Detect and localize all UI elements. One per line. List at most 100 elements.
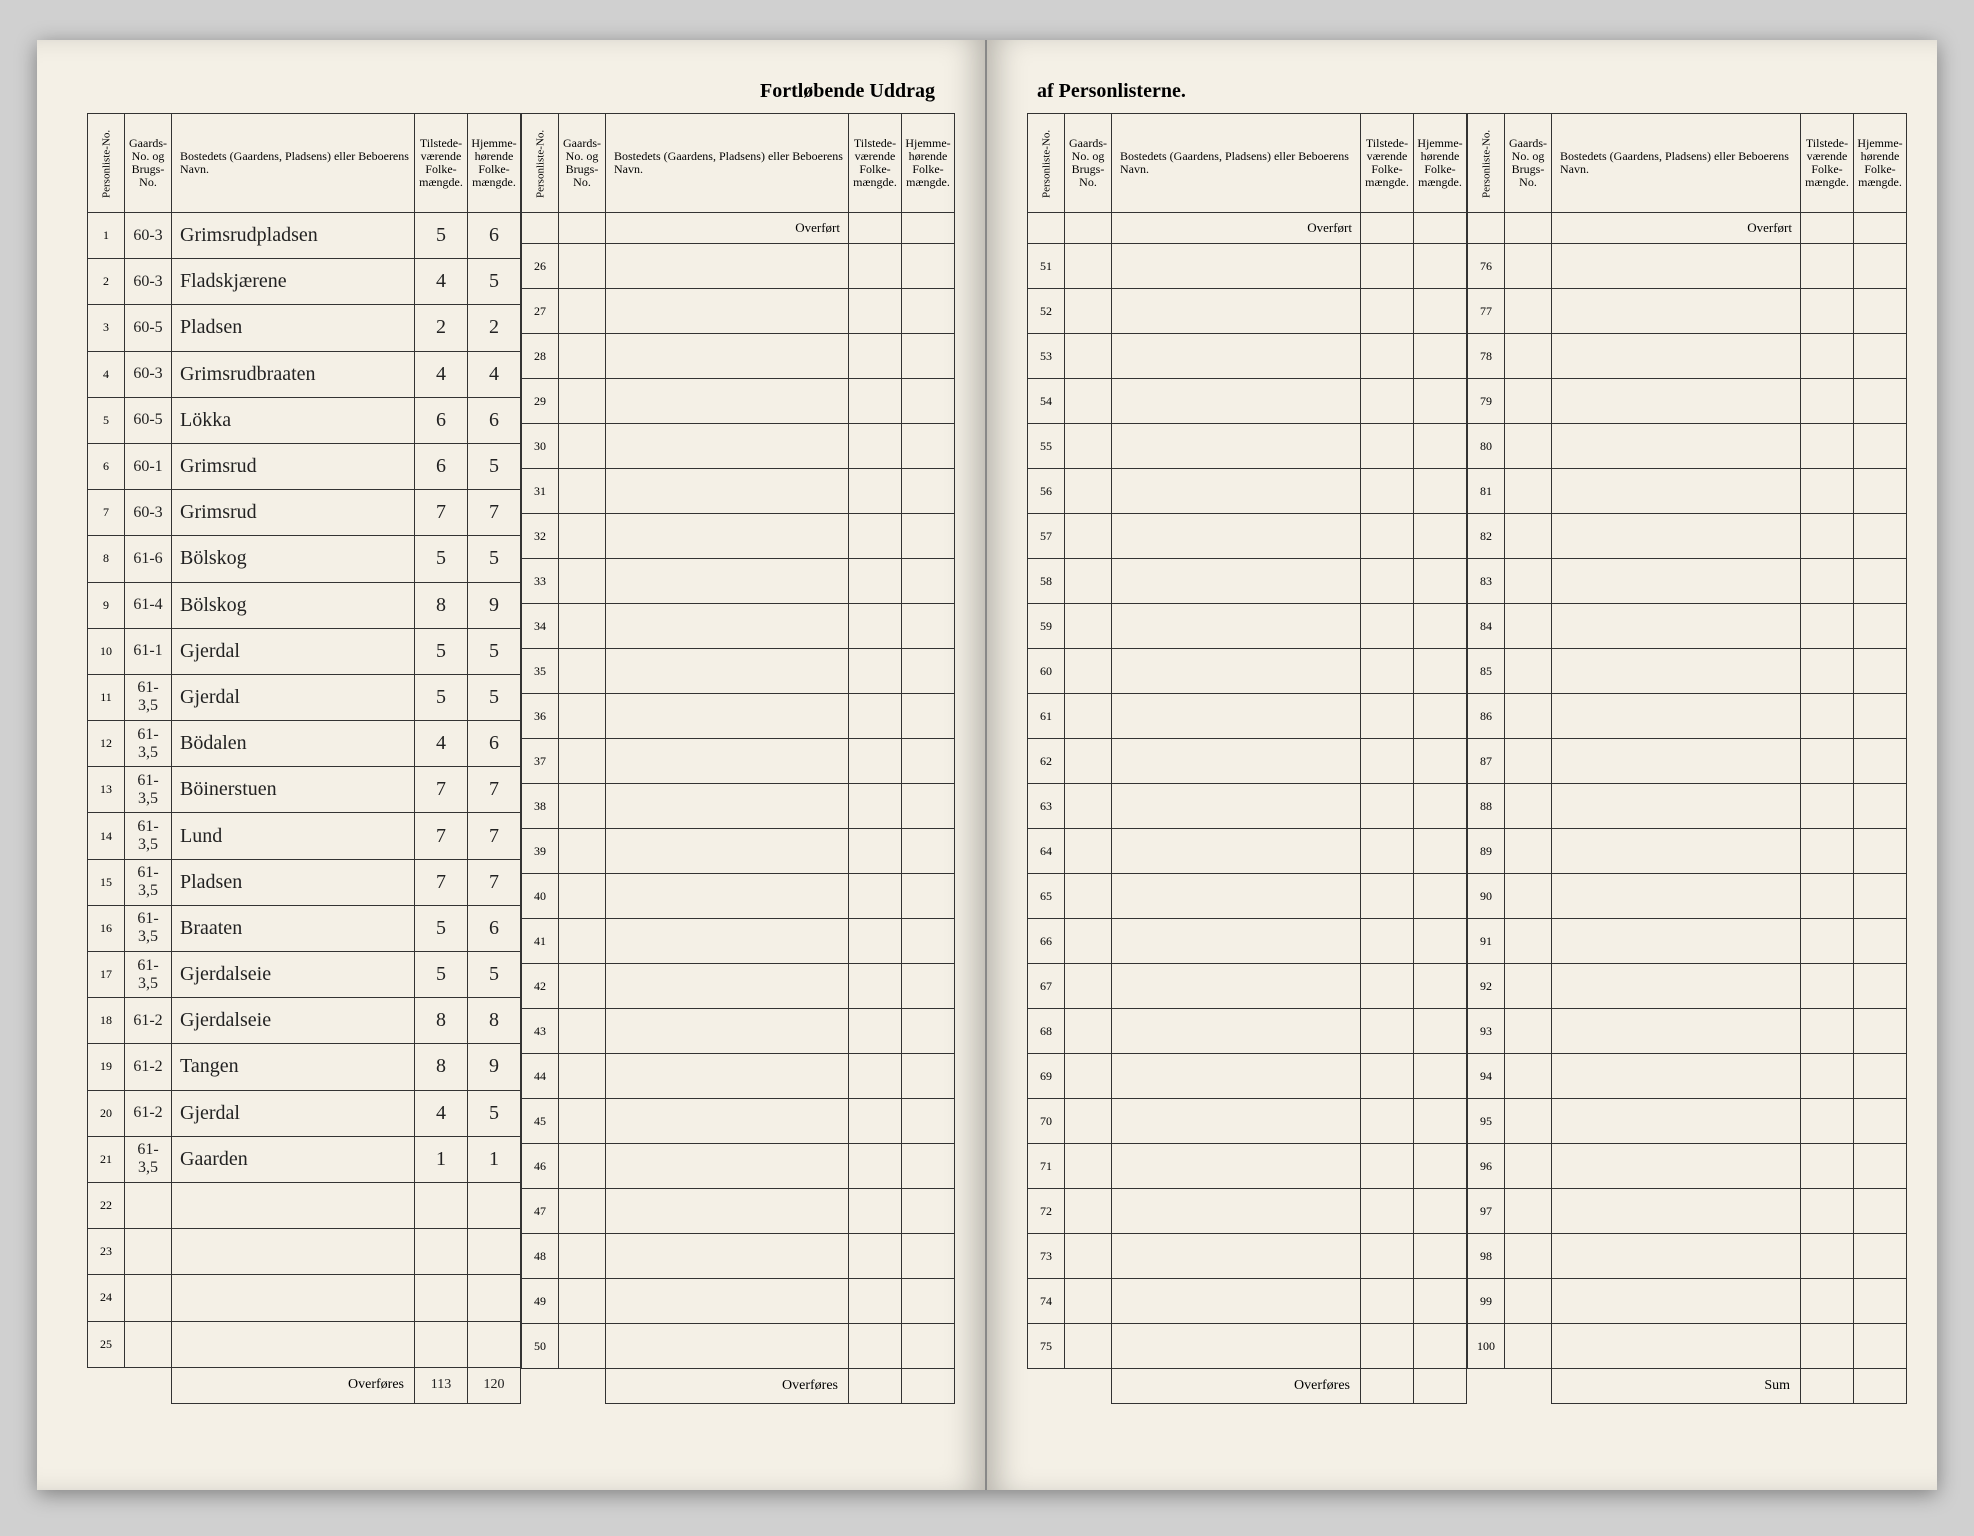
cell-bosted [606, 1054, 849, 1099]
cell-tilstede [1361, 1099, 1414, 1144]
cell-gaard-no: 61-4 [125, 582, 172, 628]
cell-tilstede [1361, 649, 1414, 694]
cell-gaard-no [1065, 1234, 1112, 1279]
table-row: 21 61-3,5 Gaarden 1 1 [88, 1136, 521, 1182]
cell-tilstede [1801, 1054, 1854, 1099]
cell-hjemme [1854, 964, 1907, 1009]
cell-gaard-no: 60-3 [125, 490, 172, 536]
cell-tilstede [415, 1275, 468, 1321]
cell-tilstede [849, 334, 902, 379]
cell-tilstede: 5 [415, 905, 468, 951]
cell-bosted [1112, 919, 1361, 964]
cell-person-no: 11 [88, 674, 125, 720]
cell-gaard-no [1505, 1234, 1552, 1279]
cell-tilstede [1801, 964, 1854, 1009]
cell-hjemme [902, 379, 955, 424]
table-row: 29 [522, 379, 955, 424]
cell-hjemme [902, 784, 955, 829]
cell-person-no: 3 [88, 305, 125, 351]
cell-person-no: 53 [1028, 334, 1065, 379]
cell-bosted: Böinerstuen [172, 767, 415, 813]
footer-row: Sum [1468, 1369, 1907, 1404]
table-row: 65 [1028, 874, 1467, 919]
cell-hjemme: 9 [468, 1044, 521, 1090]
cell-person-no: 39 [522, 829, 559, 874]
cell-bosted [606, 1099, 849, 1144]
cell-tilstede [1361, 1054, 1414, 1099]
table-row: 25 [88, 1321, 521, 1367]
cell-bosted [606, 1189, 849, 1234]
cell-tilstede: 7 [415, 859, 468, 905]
cell-hjemme [1854, 1324, 1907, 1369]
cell-hjemme [902, 964, 955, 1009]
cell-hjemme: 6 [468, 721, 521, 767]
cell-person-no: 2 [88, 259, 125, 305]
cell-tilstede [1801, 1099, 1854, 1144]
table-row: 96 [1468, 1144, 1907, 1189]
cell-hjemme [902, 1144, 955, 1189]
cell-bosted [1552, 424, 1801, 469]
cell-hjemme [902, 1324, 955, 1369]
cell-person-no: 65 [1028, 874, 1065, 919]
table-right-2: Personliste-No. Gaards-No. og Brugs-No. … [1467, 113, 1907, 1404]
cell-bosted [1112, 1099, 1361, 1144]
cell-gaard-no [1065, 514, 1112, 559]
cell-tilstede [1801, 1189, 1854, 1234]
cell-gaard-no [559, 604, 606, 649]
cell-hjemme [1854, 649, 1907, 694]
cell-person-no: 51 [1028, 244, 1065, 289]
cell-hjemme [1414, 649, 1467, 694]
cell-bosted [1112, 964, 1361, 1009]
cell-person-no: 44 [522, 1054, 559, 1099]
cell-gaard-no: 60-3 [125, 351, 172, 397]
cell-bosted [1552, 1099, 1801, 1144]
cell-gaard-no [1505, 1324, 1552, 1369]
cell-bosted: Gjerdal [172, 628, 415, 674]
cell-gaard-no: 61-3,5 [125, 767, 172, 813]
cell-gaard-no [1505, 649, 1552, 694]
cell-bosted [1112, 1189, 1361, 1234]
cell-gaard-no [559, 1144, 606, 1189]
table-row: 37 [522, 739, 955, 784]
cell-gaard-no [1505, 1279, 1552, 1324]
cell-gaard-no [1505, 919, 1552, 964]
cell-person-no: 75 [1028, 1324, 1065, 1369]
cell-tilstede [1361, 604, 1414, 649]
cell-person-no: 14 [88, 813, 125, 859]
cell-bosted: Gjerdalseie [172, 952, 415, 998]
cell-tilstede: 4 [415, 721, 468, 767]
total-tilstede [1361, 1369, 1414, 1404]
cell-hjemme [902, 334, 955, 379]
cell-hjemme [1854, 874, 1907, 919]
cell-bosted: Braaten [172, 905, 415, 951]
cell-tilstede [849, 1009, 902, 1054]
cell-gaard-no [559, 919, 606, 964]
cell-gaard-no [1065, 334, 1112, 379]
cell-hjemme [902, 1189, 955, 1234]
cell-bosted [172, 1182, 415, 1228]
cell-tilstede [849, 829, 902, 874]
cell-bosted [606, 919, 849, 964]
cell-person-no: 40 [522, 874, 559, 919]
cell-person-no: 32 [522, 514, 559, 559]
table-row: 9 61-4 Bölskog 8 9 [88, 582, 521, 628]
cell-bosted: Bölskog [172, 582, 415, 628]
cell-person-no: 55 [1028, 424, 1065, 469]
table-row: 28 [522, 334, 955, 379]
cell-gaard-no: 60-5 [125, 305, 172, 351]
cell-bosted [1552, 559, 1801, 604]
cell-gaard-no [1505, 379, 1552, 424]
table-row: 63 [1028, 784, 1467, 829]
cell-tilstede [1361, 334, 1414, 379]
cell-hjemme [902, 469, 955, 514]
cell-person-no: 47 [522, 1189, 559, 1234]
table-row: 8 61-6 Bölskog 5 5 [88, 536, 521, 582]
cell-tilstede [849, 514, 902, 559]
table-row: 19 61-2 Tangen 8 9 [88, 1044, 521, 1090]
cell-bosted [1112, 1054, 1361, 1099]
table-row: 64 [1028, 829, 1467, 874]
table-right-1: Personliste-No. Gaards-No. og Brugs-No. … [1027, 113, 1467, 1404]
cell-tilstede [1801, 919, 1854, 964]
cell-hjemme [1854, 784, 1907, 829]
cell-hjemme: 8 [468, 998, 521, 1044]
